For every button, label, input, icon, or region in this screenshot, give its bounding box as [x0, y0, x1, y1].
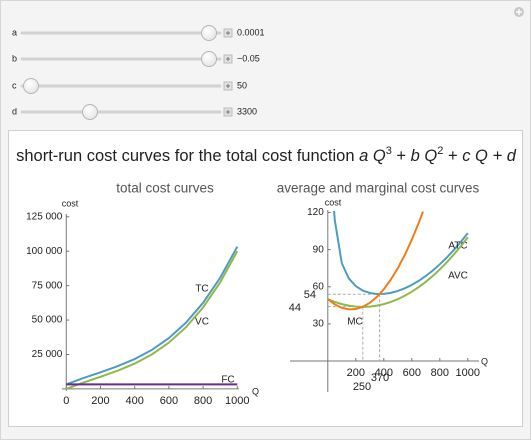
y-tick-label: 75 000: [32, 280, 63, 291]
slider-thumb[interactable]: [201, 25, 217, 41]
title-part: 3: [386, 145, 392, 157]
curve-label: FC: [221, 375, 234, 386]
title-part: +: [392, 147, 411, 165]
y-tick-label: 60: [313, 281, 325, 292]
control-value: 50: [237, 80, 247, 90]
x-tick-label: 800: [431, 367, 449, 379]
title-part: Q: [368, 147, 386, 165]
y-axis-label: cost: [62, 198, 79, 208]
x-tick-label: 600: [403, 367, 421, 379]
curve-label: MC: [347, 317, 363, 328]
curve-label: AVC: [448, 271, 468, 282]
control-label: c: [12, 80, 17, 90]
expand-button[interactable]: [223, 107, 233, 117]
slider-thumb[interactable]: [201, 51, 217, 67]
x-axis-label: Q: [252, 386, 259, 396]
control-label: b: [12, 53, 17, 63]
guide-y-label: 54: [304, 289, 316, 301]
y-tick-label: 25 000: [32, 349, 63, 360]
output-pane: [8, 130, 523, 427]
options-button[interactable]: [514, 7, 524, 17]
y-tick-label: 100 000: [26, 246, 63, 257]
y-axis-label: cost: [325, 197, 342, 207]
expand-button[interactable]: [223, 81, 233, 91]
title-part: Q: [420, 147, 438, 165]
y-tick-label: 50 000: [32, 315, 63, 326]
cost-curve: [65, 250, 239, 390]
x-tick-label: 1000: [225, 395, 249, 407]
control-label: d: [12, 106, 17, 116]
cost-curve: [65, 246, 239, 386]
control-value: −0.05: [237, 53, 260, 63]
x-tick-label: 800: [194, 395, 212, 407]
x-tick-label: 400: [126, 395, 144, 407]
main-title: short-run cost curves for the total cost…: [16, 145, 517, 165]
slider-thumb[interactable]: [82, 104, 98, 120]
x-tick-label: 200: [91, 395, 109, 407]
guide-y-label: 44: [289, 302, 301, 314]
curve-label: ATC: [448, 241, 467, 252]
y-tick-label: 30: [313, 319, 325, 330]
control-value: 3300: [237, 106, 257, 116]
expand-button[interactable]: [223, 28, 233, 38]
title-part: c: [462, 147, 471, 165]
chart-title: total cost curves: [116, 181, 214, 196]
curve-label: TC: [195, 284, 208, 295]
cost-curve: [333, 210, 469, 295]
chart-title: average and marginal cost curves: [277, 181, 480, 196]
guide-x-label: 250: [353, 381, 371, 393]
x-tick-label: 400: [375, 367, 393, 379]
guide-x-label: 370: [371, 372, 389, 384]
x-axis-label: Q: [481, 356, 488, 366]
x-tick-label: 600: [160, 395, 178, 407]
expand-button[interactable]: [223, 54, 233, 64]
title-part: 2: [437, 145, 443, 157]
y-tick-label: 125 000: [26, 211, 63, 222]
y-tick-label: 120: [307, 207, 324, 218]
title-part: Q +: [470, 147, 506, 165]
title-part: a: [359, 147, 368, 165]
control-label: a: [12, 27, 17, 37]
title-part: +: [443, 147, 462, 165]
title-part: d: [507, 147, 517, 165]
x-tick-label: 1000: [456, 367, 480, 379]
cost-curve: [327, 236, 469, 308]
x-tick-label: 0: [63, 395, 69, 407]
x-tick-label: 200: [347, 367, 365, 379]
control-value: 0.0001: [237, 27, 265, 37]
title-part: b: [411, 147, 420, 165]
curve-label: VC: [195, 317, 209, 328]
y-tick-label: 90: [313, 244, 325, 255]
slider-thumb[interactable]: [23, 78, 39, 94]
controls: a 0.0001 b −0.05 c 50 d 3300: [12, 25, 265, 120]
cost-curve: [327, 211, 424, 311]
title-part: short-run cost curves for the total cost…: [16, 147, 359, 165]
